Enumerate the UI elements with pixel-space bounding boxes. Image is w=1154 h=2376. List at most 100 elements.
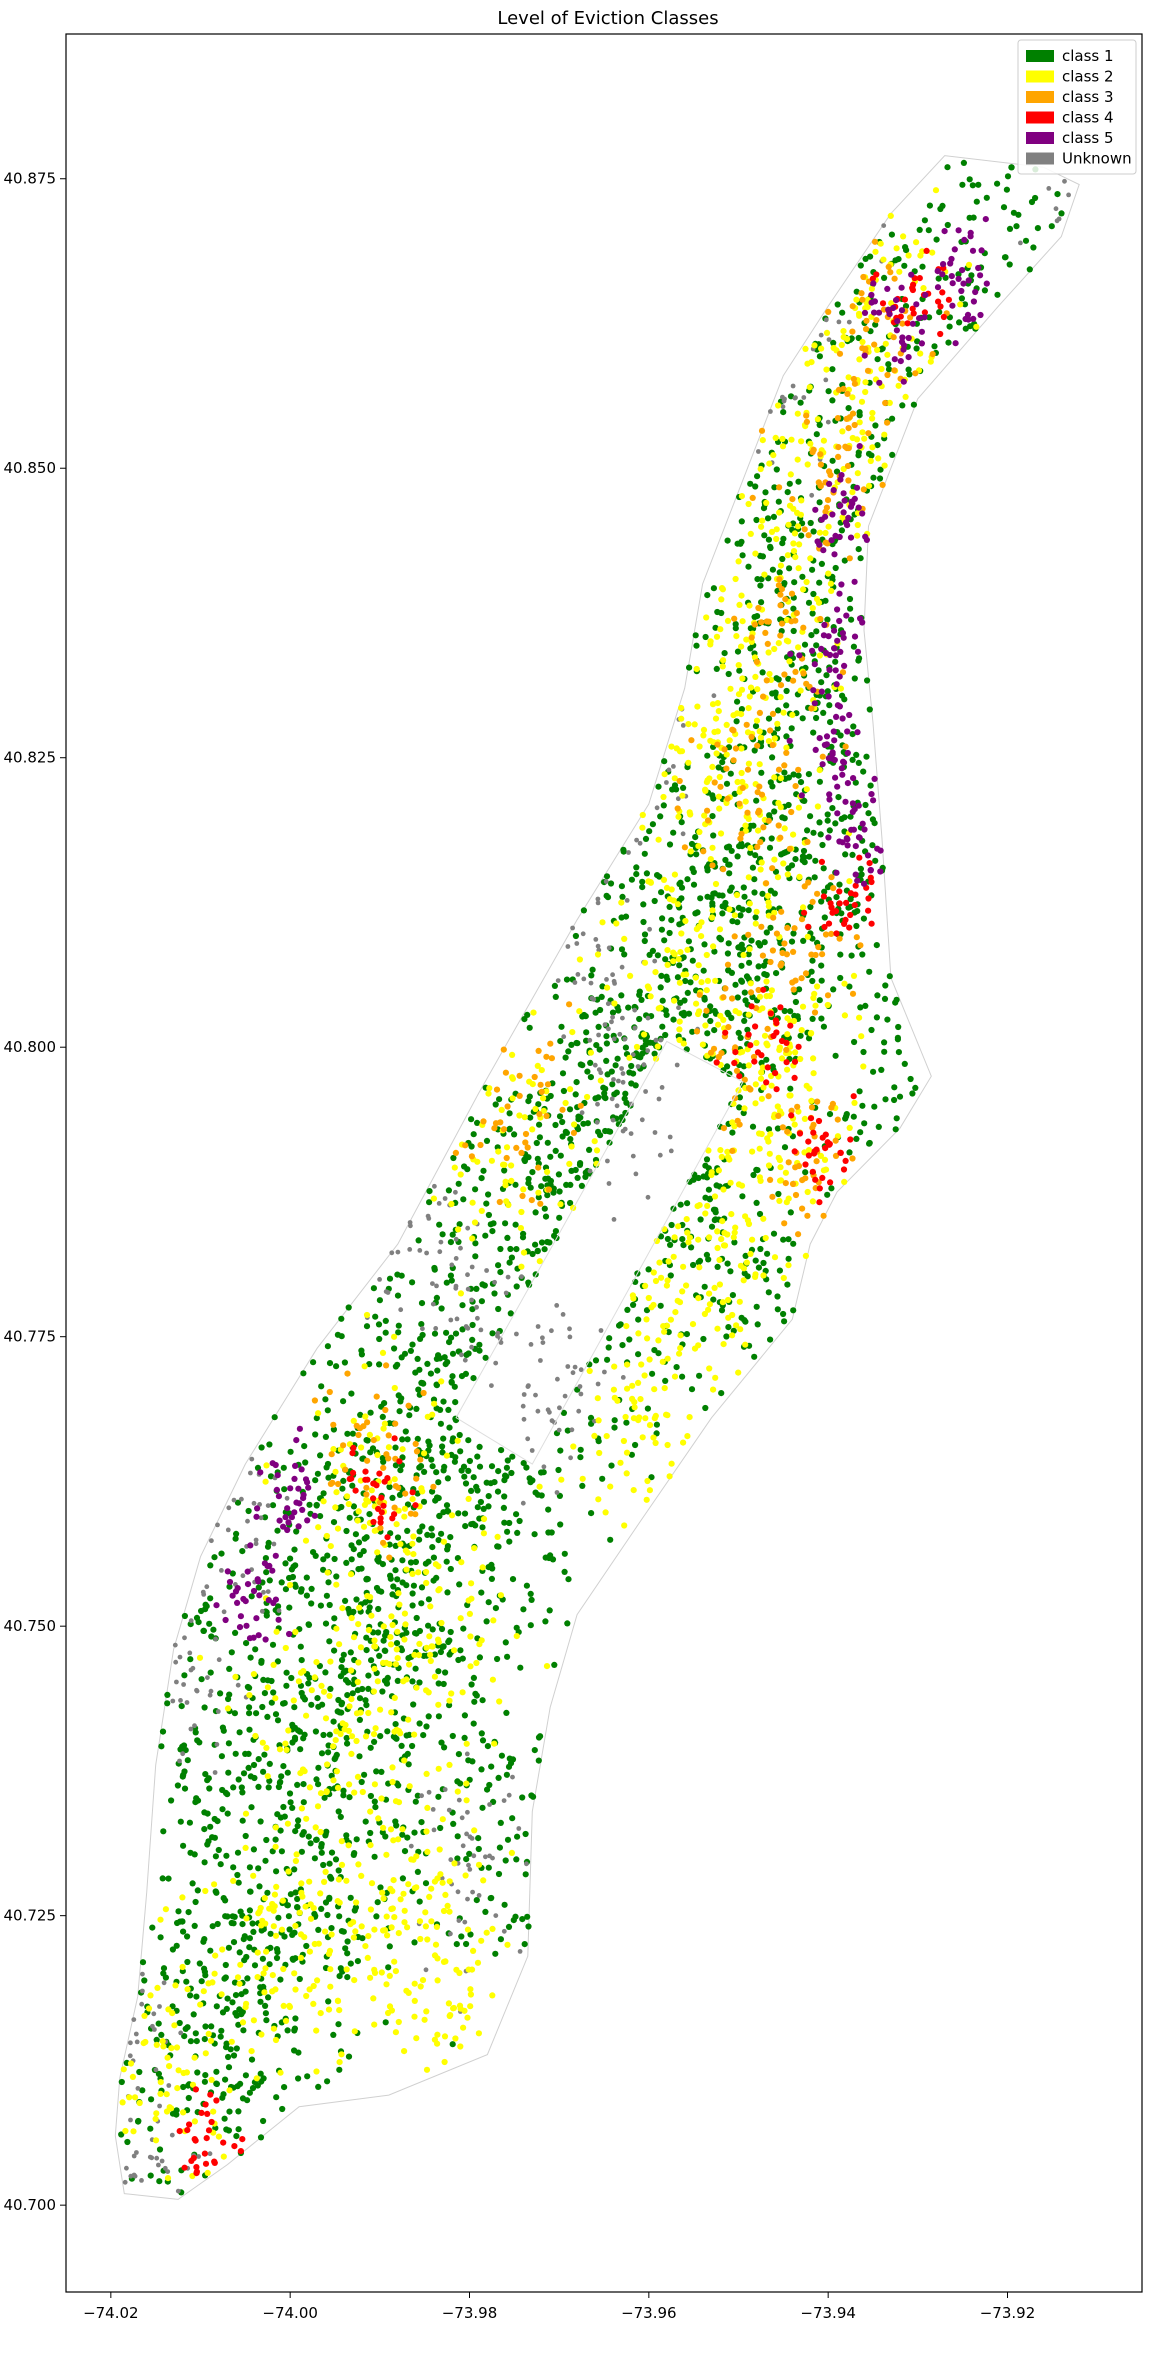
point xyxy=(192,1723,197,1729)
point xyxy=(181,1612,188,1620)
point xyxy=(774,1125,782,1132)
point xyxy=(243,2000,250,2007)
point xyxy=(723,780,731,787)
point xyxy=(775,1190,782,1198)
point xyxy=(307,1915,315,1922)
point xyxy=(211,1970,218,1977)
point xyxy=(881,995,889,1003)
point xyxy=(636,1015,643,1023)
point xyxy=(454,1778,461,1785)
point xyxy=(675,956,682,963)
point xyxy=(719,892,726,899)
point xyxy=(429,1532,436,1539)
point xyxy=(325,2006,333,2013)
point xyxy=(737,1262,745,1269)
point xyxy=(415,1386,422,1393)
point xyxy=(603,873,611,880)
point xyxy=(644,1477,651,1485)
point xyxy=(461,1712,468,1719)
point xyxy=(557,1521,564,1528)
point xyxy=(573,1079,580,1086)
point xyxy=(512,1221,519,1228)
point xyxy=(270,1923,277,1930)
point xyxy=(670,897,677,904)
point xyxy=(731,1239,738,1246)
point xyxy=(619,1342,626,1349)
point xyxy=(135,2117,142,2125)
point xyxy=(444,1359,451,1366)
point xyxy=(300,1370,307,1377)
point xyxy=(652,1277,660,1285)
point xyxy=(401,2048,408,2055)
point xyxy=(809,1124,816,1131)
point xyxy=(818,898,825,905)
point xyxy=(698,933,705,940)
point xyxy=(350,1851,357,1858)
point xyxy=(855,759,862,767)
point xyxy=(719,663,726,670)
point xyxy=(355,1659,362,1666)
point xyxy=(620,1437,628,1445)
point xyxy=(213,2068,220,2075)
point xyxy=(769,710,777,718)
point xyxy=(249,1456,255,1462)
point xyxy=(335,1867,342,1874)
point xyxy=(293,1528,300,1535)
point xyxy=(291,1736,299,1743)
point xyxy=(362,1818,369,1825)
point xyxy=(246,1710,253,1717)
point xyxy=(441,2033,449,2040)
point xyxy=(693,1000,700,1007)
point xyxy=(785,521,792,528)
point xyxy=(671,775,678,782)
point xyxy=(404,1924,411,1931)
point xyxy=(280,1803,287,1811)
point xyxy=(292,1628,299,1636)
point xyxy=(835,444,842,451)
point xyxy=(250,1761,258,1769)
point xyxy=(801,526,808,533)
point xyxy=(810,829,817,836)
point xyxy=(817,451,824,458)
point xyxy=(769,783,776,790)
point xyxy=(389,1250,395,1256)
point xyxy=(673,1364,680,1371)
point xyxy=(356,1753,363,1760)
point xyxy=(738,830,745,838)
point xyxy=(327,1873,334,1880)
point xyxy=(414,1435,421,1442)
point xyxy=(279,1897,286,1904)
point xyxy=(455,1510,462,1517)
point xyxy=(889,451,896,458)
point xyxy=(416,1528,423,1535)
point xyxy=(858,1033,865,1040)
point xyxy=(273,1954,281,1962)
point xyxy=(926,202,934,209)
point xyxy=(291,2027,298,2034)
point xyxy=(424,1848,431,1855)
point xyxy=(222,2076,229,2083)
point xyxy=(981,287,989,294)
point xyxy=(449,1231,456,1238)
point xyxy=(755,827,762,834)
point xyxy=(629,1292,637,1299)
point xyxy=(380,1895,387,1902)
point xyxy=(449,2041,456,2048)
point xyxy=(330,1777,337,1784)
point xyxy=(767,1176,774,1183)
point xyxy=(435,1765,442,1772)
point xyxy=(375,1815,382,1822)
point xyxy=(287,1555,294,1562)
point xyxy=(778,586,786,593)
point xyxy=(724,1260,731,1267)
point xyxy=(775,1154,782,1161)
point xyxy=(489,1676,496,1683)
point xyxy=(761,571,768,578)
point xyxy=(248,1593,255,1600)
point xyxy=(410,1856,417,1863)
point xyxy=(743,1259,751,1266)
point xyxy=(759,1005,766,1012)
point xyxy=(576,1408,582,1414)
point xyxy=(752,723,760,730)
point xyxy=(492,1279,497,1285)
